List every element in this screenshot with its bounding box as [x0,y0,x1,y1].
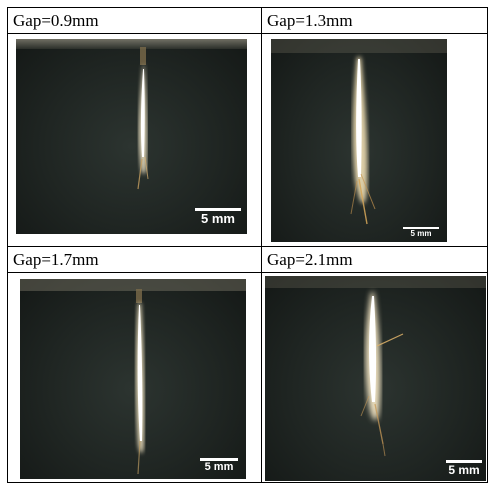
scale-bar-2: 5 mm [403,227,439,238]
panel-3-photo-cell: 5 mm [8,273,262,482]
panel-1-label: Gap=0.9mm [13,11,99,30]
scale-bar-label-4: 5 mm [448,463,480,477]
panel-4-label: Gap=2.1mm [267,250,353,269]
spark-photo-2: 5 mm [271,39,447,242]
scale-bar-line-3 [200,458,238,461]
scale-bar-1: 5 mm [195,208,241,226]
panel-1-photo-cell: 5 mm [8,34,262,247]
scale-bar-line-1 [195,208,241,211]
panel-2-label: Gap=1.3mm [267,11,353,30]
scale-bar-3: 5 mm [200,458,238,473]
panel-4-label-cell: Gap=2.1mm [262,247,487,273]
panel-2-label-cell: Gap=1.3mm [262,8,487,34]
spark-image-3 [20,279,246,475]
panel-1-label-cell: Gap=0.9mm [8,8,262,34]
panel-2-photo-cell: 5 mm [262,34,487,247]
panel-3-label-cell: Gap=1.7mm [8,247,262,273]
scale-bar-line-4 [446,460,482,463]
spark-image-4 [265,276,486,457]
spark-image-2 [271,39,447,225]
panel-4-photo-cell: 5 mm [262,273,487,482]
scale-bar-label-2: 5 mm [410,229,432,238]
scale-bar-label-1: 5 mm [201,211,235,226]
spark-photo-3: 5 mm [20,279,246,479]
panel-3-label: Gap=1.7mm [13,250,99,269]
spark-photo-4: 5 mm [265,276,486,481]
figure-grid: Gap=0.9mm Gap=1.3mm [7,7,488,483]
scale-bar-line-2 [403,227,439,229]
scale-bar-label-3: 5 mm [204,461,234,473]
spark-photo-1: 5 mm [16,39,247,234]
scale-bar-4: 5 mm [446,460,482,477]
spark-image-1 [16,39,247,190]
